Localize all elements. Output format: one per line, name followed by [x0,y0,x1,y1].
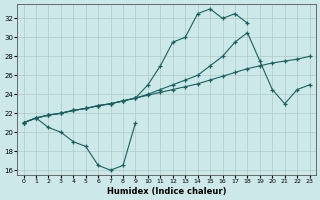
X-axis label: Humidex (Indice chaleur): Humidex (Indice chaleur) [107,187,226,196]
